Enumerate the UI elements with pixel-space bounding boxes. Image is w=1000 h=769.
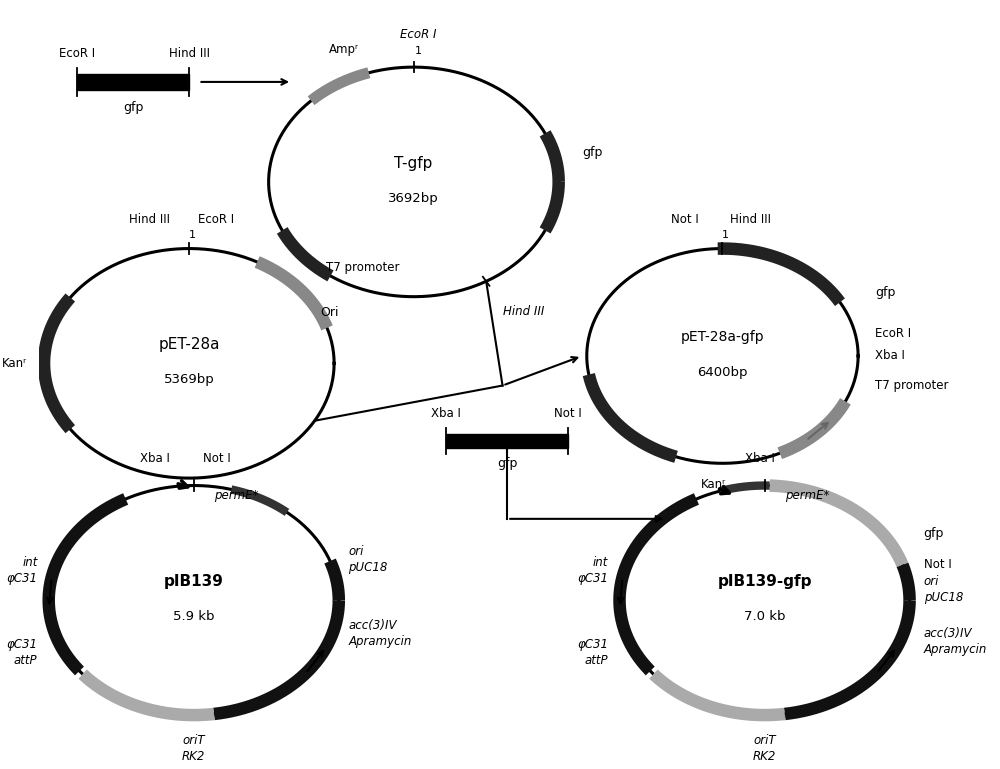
Text: pET-28a-gfp: pET-28a-gfp [681,331,764,345]
Text: Hind III: Hind III [503,305,544,318]
Text: oriT
RK2: oriT RK2 [753,734,776,763]
Text: gfp: gfp [123,102,143,114]
Text: pIB139-gfp: pIB139-gfp [717,574,812,589]
Text: ori
pUC18: ori pUC18 [348,545,388,574]
Text: Not I: Not I [671,213,699,226]
Text: φC31
attP: φC31 attP [577,638,608,667]
Text: Not I: Not I [554,408,582,421]
Text: EcoR I: EcoR I [198,213,235,226]
Text: oriT
RK2: oriT RK2 [182,734,205,763]
Text: EcoR I: EcoR I [59,48,95,61]
Text: 6400bp: 6400bp [697,366,748,378]
Text: Hind III: Hind III [730,213,771,226]
Text: 7.0 kb: 7.0 kb [744,610,785,623]
Text: pET-28a: pET-28a [158,338,220,352]
Text: Not I: Not I [203,452,231,464]
Text: Xba I: Xba I [431,408,461,421]
Text: Xba I: Xba I [875,349,905,362]
Bar [77,74,189,90]
Text: int
φC31: int φC31 [6,556,37,585]
Text: ori
pUC18: ori pUC18 [924,574,963,604]
Text: Ori: Ori [320,305,339,318]
Text: EcoR I: EcoR I [875,328,911,340]
Text: Kanʳ: Kanʳ [701,478,726,491]
Text: gfp: gfp [582,146,602,158]
Text: 1: 1 [722,230,729,240]
Text: 1: 1 [415,46,422,56]
Text: acc(3)IV
Apramycin: acc(3)IV Apramycin [924,627,987,655]
Text: gfp: gfp [497,458,517,471]
Text: pIB139: pIB139 [164,574,224,589]
Text: Kanʳ: Kanʳ [2,357,27,370]
Text: T7 promoter: T7 promoter [875,379,948,392]
Text: permE*: permE* [214,489,259,502]
Bar [446,434,568,448]
Text: 3692bp: 3692bp [388,191,439,205]
Text: T-gfp: T-gfp [394,156,433,171]
Text: 5369bp: 5369bp [164,373,214,386]
Text: Ampʳ: Ampʳ [328,43,358,56]
Text: gfp: gfp [924,528,944,540]
Text: Hind III: Hind III [169,48,210,61]
Text: Hind III: Hind III [129,213,170,226]
Text: 5.9 kb: 5.9 kb [173,610,215,623]
Text: EcoR I: EcoR I [400,28,437,42]
Text: Xba I: Xba I [745,452,775,464]
Text: Not I: Not I [924,558,951,571]
Text: permE*: permE* [785,489,830,502]
Text: int
φC31: int φC31 [577,556,608,585]
Text: gfp: gfp [875,287,895,299]
Text: φC31
attP: φC31 attP [6,638,37,667]
Text: acc(3)IV
Apramycin: acc(3)IV Apramycin [348,619,412,648]
Text: T7 promoter: T7 promoter [326,261,399,274]
Text: 1: 1 [188,230,195,240]
Text: Xba I: Xba I [140,452,170,464]
